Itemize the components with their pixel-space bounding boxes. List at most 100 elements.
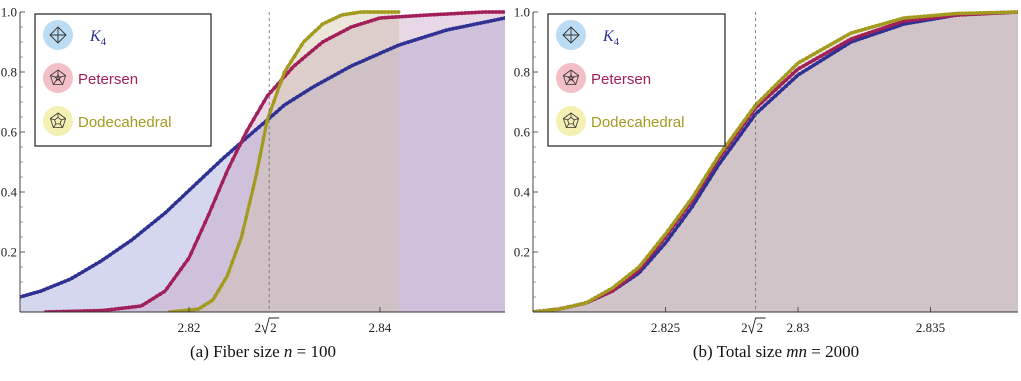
data-point	[386, 10, 390, 14]
data-point	[389, 10, 394, 14]
data-point	[476, 10, 481, 15]
data-point	[303, 54, 308, 59]
data-point	[894, 18, 899, 22]
data-point	[487, 10, 492, 14]
data-point	[461, 24, 466, 29]
legend-label-subscript: 4	[101, 36, 107, 48]
data-point	[652, 253, 657, 258]
data-point	[1002, 10, 1006, 15]
data-point	[208, 168, 213, 173]
data-point	[718, 161, 722, 165]
data-point	[201, 174, 206, 179]
data-point	[144, 301, 149, 305]
data-point	[901, 19, 906, 23]
data-point	[199, 228, 204, 233]
data-point	[172, 276, 176, 281]
series-area-dodecahedral	[533, 12, 1018, 312]
data-point	[202, 303, 207, 308]
data-point	[414, 13, 419, 18]
data-point	[655, 241, 660, 246]
data-point	[697, 193, 702, 198]
legend-label-main: K	[89, 28, 102, 45]
data-point	[122, 243, 126, 248]
data-point	[676, 214, 681, 219]
legend-label-subscript: 4	[614, 36, 620, 48]
data-point	[593, 295, 598, 300]
data-point	[887, 23, 892, 28]
data-point	[912, 18, 916, 22]
data-point	[160, 213, 164, 218]
data-point	[272, 86, 277, 90]
data-point	[919, 14, 923, 19]
data-point	[237, 143, 242, 148]
petersen-graph-icon	[562, 69, 580, 85]
data-point	[63, 279, 67, 284]
data-point	[745, 122, 750, 127]
data-point	[347, 65, 351, 70]
data-point	[57, 309, 62, 312]
data-point	[216, 288, 221, 293]
data-point	[533, 310, 535, 312]
data-point	[433, 31, 438, 36]
data-point	[669, 232, 674, 237]
data-point	[397, 14, 401, 19]
data-point	[203, 220, 208, 225]
data-point	[777, 80, 781, 84]
data-point	[260, 122, 265, 126]
data-point	[877, 27, 882, 32]
petersen-graph-icon-lines	[562, 69, 580, 85]
data-point	[381, 49, 386, 54]
data-point	[808, 54, 812, 58]
data-point	[863, 27, 868, 31]
data-point	[485, 19, 490, 24]
data-point	[541, 308, 546, 312]
data-point	[369, 18, 374, 23]
dodecahedral-graph-icon-lines	[562, 112, 580, 128]
data-point	[936, 13, 941, 17]
data-point	[282, 70, 287, 75]
data-point	[354, 62, 358, 66]
data-point	[483, 10, 488, 14]
data-point	[538, 309, 542, 312]
data-point	[442, 12, 447, 16]
legend: K4 Petersen Dodecahedral	[34, 13, 212, 147]
data-point	[68, 309, 72, 312]
data-point	[804, 62, 809, 66]
data-point	[227, 164, 232, 169]
data-point	[548, 308, 553, 312]
data-point	[21, 294, 26, 298]
data-point	[600, 291, 605, 296]
data-point	[915, 15, 920, 19]
k4-graph-icon-lines	[49, 26, 67, 44]
data-point	[345, 27, 350, 32]
data-point	[210, 204, 215, 209]
data-point	[728, 146, 733, 151]
data-point	[607, 288, 612, 292]
data-point	[614, 283, 618, 287]
data-point	[271, 113, 275, 117]
data-point	[825, 44, 830, 49]
marker-label-radicand: 2	[270, 320, 277, 335]
data-point	[818, 48, 823, 53]
data-point	[355, 23, 360, 27]
data-point	[811, 63, 816, 68]
data-point	[787, 69, 792, 74]
data-point	[404, 14, 408, 19]
data-point	[393, 10, 397, 14]
data-point	[87, 266, 92, 270]
data-point	[666, 237, 670, 242]
data-point	[707, 168, 712, 172]
data-point	[853, 38, 858, 43]
radical-sign	[748, 317, 766, 335]
data-point	[179, 267, 183, 272]
x-tick-label: 2.82	[178, 320, 201, 335]
data-point	[229, 149, 234, 154]
data-point	[770, 86, 774, 91]
data-point	[281, 104, 286, 108]
data-point	[794, 62, 799, 67]
data-point	[390, 15, 395, 20]
data-point	[569, 304, 573, 309]
data-point	[700, 188, 705, 192]
data-point	[38, 289, 43, 293]
data-point	[437, 30, 442, 35]
